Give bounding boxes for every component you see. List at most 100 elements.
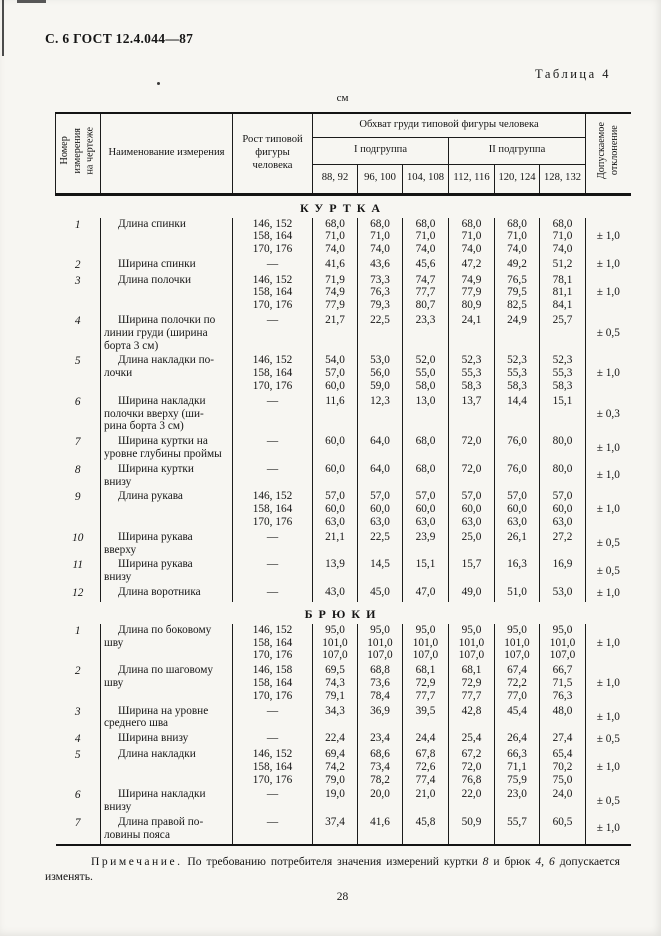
col-header-subgroup-1: I подгруппа (312, 136, 449, 165)
table-body: КУРТКА 1 Длина спинки 146, 152 158, 164 170… (56, 194, 631, 845)
table-row: 2 Ширина спинки —41,6 43,6 45,6 47,2 49,2 51,2 ±… (56, 257, 631, 274)
section-title-row: БРЮКИ (56, 602, 631, 624)
row-number-cell: 4 (74, 315, 81, 328)
measurement-name-cell: Ширина рукава внизу (100, 558, 233, 587)
value-cell: 52,0 55,0 58,0 (402, 354, 449, 395)
value-cell: 57,0 60,0 63,0 (402, 490, 449, 531)
measurement-name-cell: Длина спинки (100, 217, 233, 258)
deviation-cell: ± 1,0 (585, 747, 631, 789)
table-row: 1 Длина спинки 146, 152 158, 164 170, 176 6… (56, 217, 631, 258)
deviation-cell: ± 0,5 (585, 788, 631, 816)
row-number-cell: 2 (74, 665, 81, 678)
deviation-cell: ± 1,0 (585, 462, 631, 491)
value-cell: 95,0 101,0 107,0 (448, 623, 495, 665)
deviation-cell: ± 1,0 (585, 354, 631, 395)
value-cell: 42,8 (448, 704, 495, 733)
row-number-cell: 10 (72, 531, 84, 544)
value-cell: 15,1 (402, 558, 449, 587)
scan-speck-artifact (157, 82, 160, 85)
height-cell: — (232, 558, 313, 587)
value-cell: 52,3 55,3 58,3 (538, 354, 586, 395)
value-cell: 54,0 57,0 60,0 (312, 354, 358, 395)
measurement-name-cell: Длина по боковому шву (100, 623, 233, 665)
value-cell: 23,0 (494, 788, 540, 816)
measurement-name-cell: Ширина полочки по линии груди (ширина бо… (100, 314, 233, 355)
value-cell: 50,9 (448, 815, 495, 845)
value-cell: 15,7 (448, 558, 495, 587)
value-cell: 19,0 (312, 788, 358, 816)
measurement-name-cell: Длина накладки по- лочки (100, 354, 233, 395)
value-cell: 80,0 (538, 435, 586, 463)
col-header-chest: Обхват груди типовой фигуры человека (311, 112, 587, 138)
size-header: 96, 100 (357, 163, 403, 195)
value-cell: 67,4 72,2 77,0 (494, 664, 540, 705)
col-header-subgroup-2: II подгруппа (447, 136, 587, 165)
height-cell: — (232, 394, 313, 436)
row-number-cell: 11 (72, 559, 83, 572)
value-cell: 68,0 71,0 74,0 (538, 217, 586, 258)
value-cell: 47,0 (402, 586, 449, 602)
row-number-cell: 7 (74, 436, 81, 449)
row-number-cell: 6 (74, 395, 81, 408)
value-cell: 67,8 72,6 77,4 (402, 747, 449, 789)
measurement-name-cell: Ширина рукава вверху (100, 530, 233, 559)
table-row: 5 Длина накладки по- лочки 146, 152 158, 1… (56, 354, 631, 395)
height-cell: — (232, 314, 313, 355)
value-cell: 68,0 71,0 74,0 (448, 217, 495, 258)
height-cell: — (232, 788, 313, 816)
col-header-deviation-label: Допускаемое отклонение (595, 122, 620, 180)
table-row: 3 Длина полочки 146, 152 158, 164 170, 176… (56, 273, 631, 315)
value-cell: 13,9 (312, 558, 358, 587)
table-header: Номер измерения на чертеже Наименование … (55, 112, 631, 195)
scan-edge-artifact-top (17, 0, 46, 3)
value-cell: 41,6 (312, 257, 358, 274)
value-cell: 66,3 71,1 75,9 (494, 747, 540, 789)
table-row: 11 Ширина рукава внизу —13,9 14,5 15,1 15,7 16… (56, 558, 631, 587)
col-header-deviation: Допускаемое отклонение (585, 112, 631, 195)
value-cell: 16,9 (538, 558, 586, 587)
value-cell: 64,0 (357, 462, 403, 491)
measurement-name-cell: Ширина накладки полочки вверху (ши- рина… (100, 394, 233, 436)
table-row: 5 Длина накладки 146, 152 158, 164 170, 17… (56, 747, 631, 789)
value-cell: 69,4 74,2 79,0 (312, 747, 358, 789)
measurement-name-cell: Длина накладки (100, 747, 233, 789)
value-cell: 95,0 101,0 107,0 (494, 623, 540, 665)
value-cell: 45,4 (494, 704, 540, 733)
row-number-cell: 1 (74, 624, 81, 637)
value-cell: 49,2 (494, 257, 540, 274)
value-cell: 60,0 (312, 435, 358, 463)
value-cell: 14,5 (357, 558, 403, 587)
deviation-cell: ± 1,0 (585, 704, 631, 733)
value-cell: 23,9 (402, 530, 449, 559)
height-cell: — (232, 704, 313, 733)
table-row: 2 Длина по шаговому шву 146, 158 158, 164 … (56, 664, 631, 705)
value-cell: 80,0 (538, 462, 586, 491)
value-cell: 15,1 (538, 394, 586, 436)
table-row: 6 Ширина накладки полочки вверху (ши- рин… (56, 394, 631, 436)
value-cell: 69,5 74,3 79,1 (312, 664, 358, 705)
footnote-ref-jacket: 8 (482, 855, 489, 868)
row-number-cell: 5 (74, 355, 81, 368)
deviation-cell: ± 0,5 (585, 732, 631, 748)
value-cell: 74,7 77,7 80,7 (402, 273, 449, 315)
value-cell: 78,1 81,1 84,1 (538, 273, 586, 315)
row-number-cell: 3 (74, 274, 81, 287)
col-header-rost: Рост типовой фигуры человека (232, 112, 313, 195)
deviation-cell: ± 0,3 (585, 394, 631, 436)
value-cell: 52,3 55,3 58,3 (494, 354, 540, 395)
value-cell: 36,9 (357, 704, 403, 733)
value-cell: 57,0 60,0 63,0 (448, 490, 495, 531)
deviation-cell: ± 1,0 (585, 490, 631, 531)
page-header: С. 6 ГОСТ 12.4.044—87 (45, 31, 194, 46)
row-number-cell: 5 (74, 748, 81, 761)
height-cell: — (232, 732, 313, 748)
value-cell: 11,6 (312, 394, 358, 436)
measurement-name-cell: Ширина спинки (100, 257, 233, 274)
table-row: 12 Длина воротника —43,0 45,0 47,0 49,0 51,0 53… (56, 586, 631, 602)
height-cell: 146, 158 158, 164 170, 176 (232, 664, 313, 705)
value-cell: 55,7 (494, 815, 540, 845)
value-cell: 22,4 (312, 732, 358, 748)
value-cell: 27,4 (538, 732, 586, 748)
deviation-cell: ± 0,5 (585, 558, 631, 587)
